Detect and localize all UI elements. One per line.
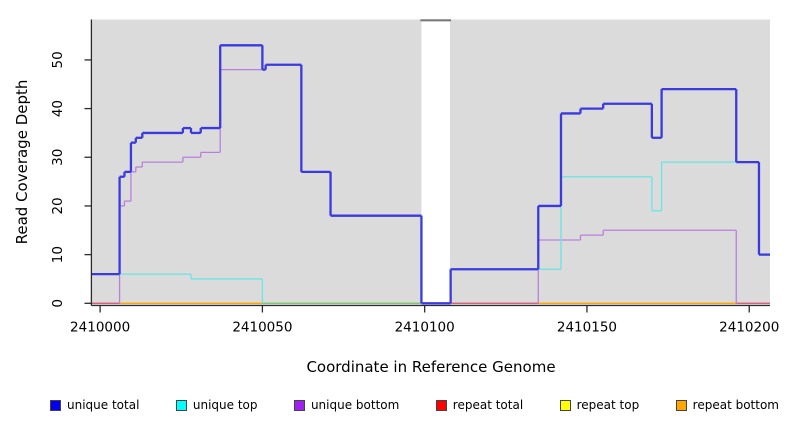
x-axis-title: Coordinate in Reference Genome bbox=[306, 358, 555, 376]
legend-swatch-icon bbox=[175, 399, 187, 411]
legend-item-unique-top: unique top bbox=[175, 398, 258, 412]
chart-legend: unique total unique top unique bottom repea… bbox=[50, 398, 779, 412]
legend-item-repeat-top: repeat top bbox=[559, 398, 640, 412]
legend-label: repeat bottom bbox=[692, 398, 779, 412]
legend-item-repeat-bottom: repeat bottom bbox=[675, 398, 779, 412]
x-tick-label: 2410000 bbox=[70, 320, 130, 336]
legend-swatch-icon bbox=[559, 399, 571, 411]
legend-item-unique-bottom: unique bottom bbox=[293, 398, 400, 412]
y-tick-label: 20 bbox=[50, 197, 66, 214]
coverage-gap-band bbox=[421, 19, 450, 306]
y-axis-title: Read Coverage Depth bbox=[13, 80, 31, 245]
legend-item-repeat-total: repeat total bbox=[435, 398, 524, 412]
y-tick-label: 40 bbox=[50, 100, 66, 117]
y-tick-label: 50 bbox=[50, 51, 66, 68]
x-tick-label: 2410100 bbox=[395, 320, 455, 336]
legend-label: unique top bbox=[192, 398, 258, 412]
legend-label: repeat top bbox=[576, 398, 640, 412]
legend-label: unique bottom bbox=[310, 398, 400, 412]
x-tick-label: 2410200 bbox=[719, 320, 779, 336]
legend-swatch-icon bbox=[50, 399, 61, 411]
y-tick-label: 10 bbox=[50, 246, 66, 263]
legend-label: unique total bbox=[67, 398, 140, 412]
legend-item-unique-total: unique total bbox=[50, 398, 139, 412]
legend-swatch-icon bbox=[293, 399, 305, 411]
legend-swatch-icon bbox=[435, 399, 447, 411]
x-tick-label: 2410150 bbox=[557, 320, 617, 336]
x-tick-label: 2410050 bbox=[232, 320, 292, 336]
y-tick-label: 0 bbox=[50, 299, 66, 308]
legend-swatch-icon bbox=[675, 399, 687, 411]
y-tick-label: 30 bbox=[50, 149, 66, 166]
legend-label: repeat total bbox=[452, 398, 524, 412]
